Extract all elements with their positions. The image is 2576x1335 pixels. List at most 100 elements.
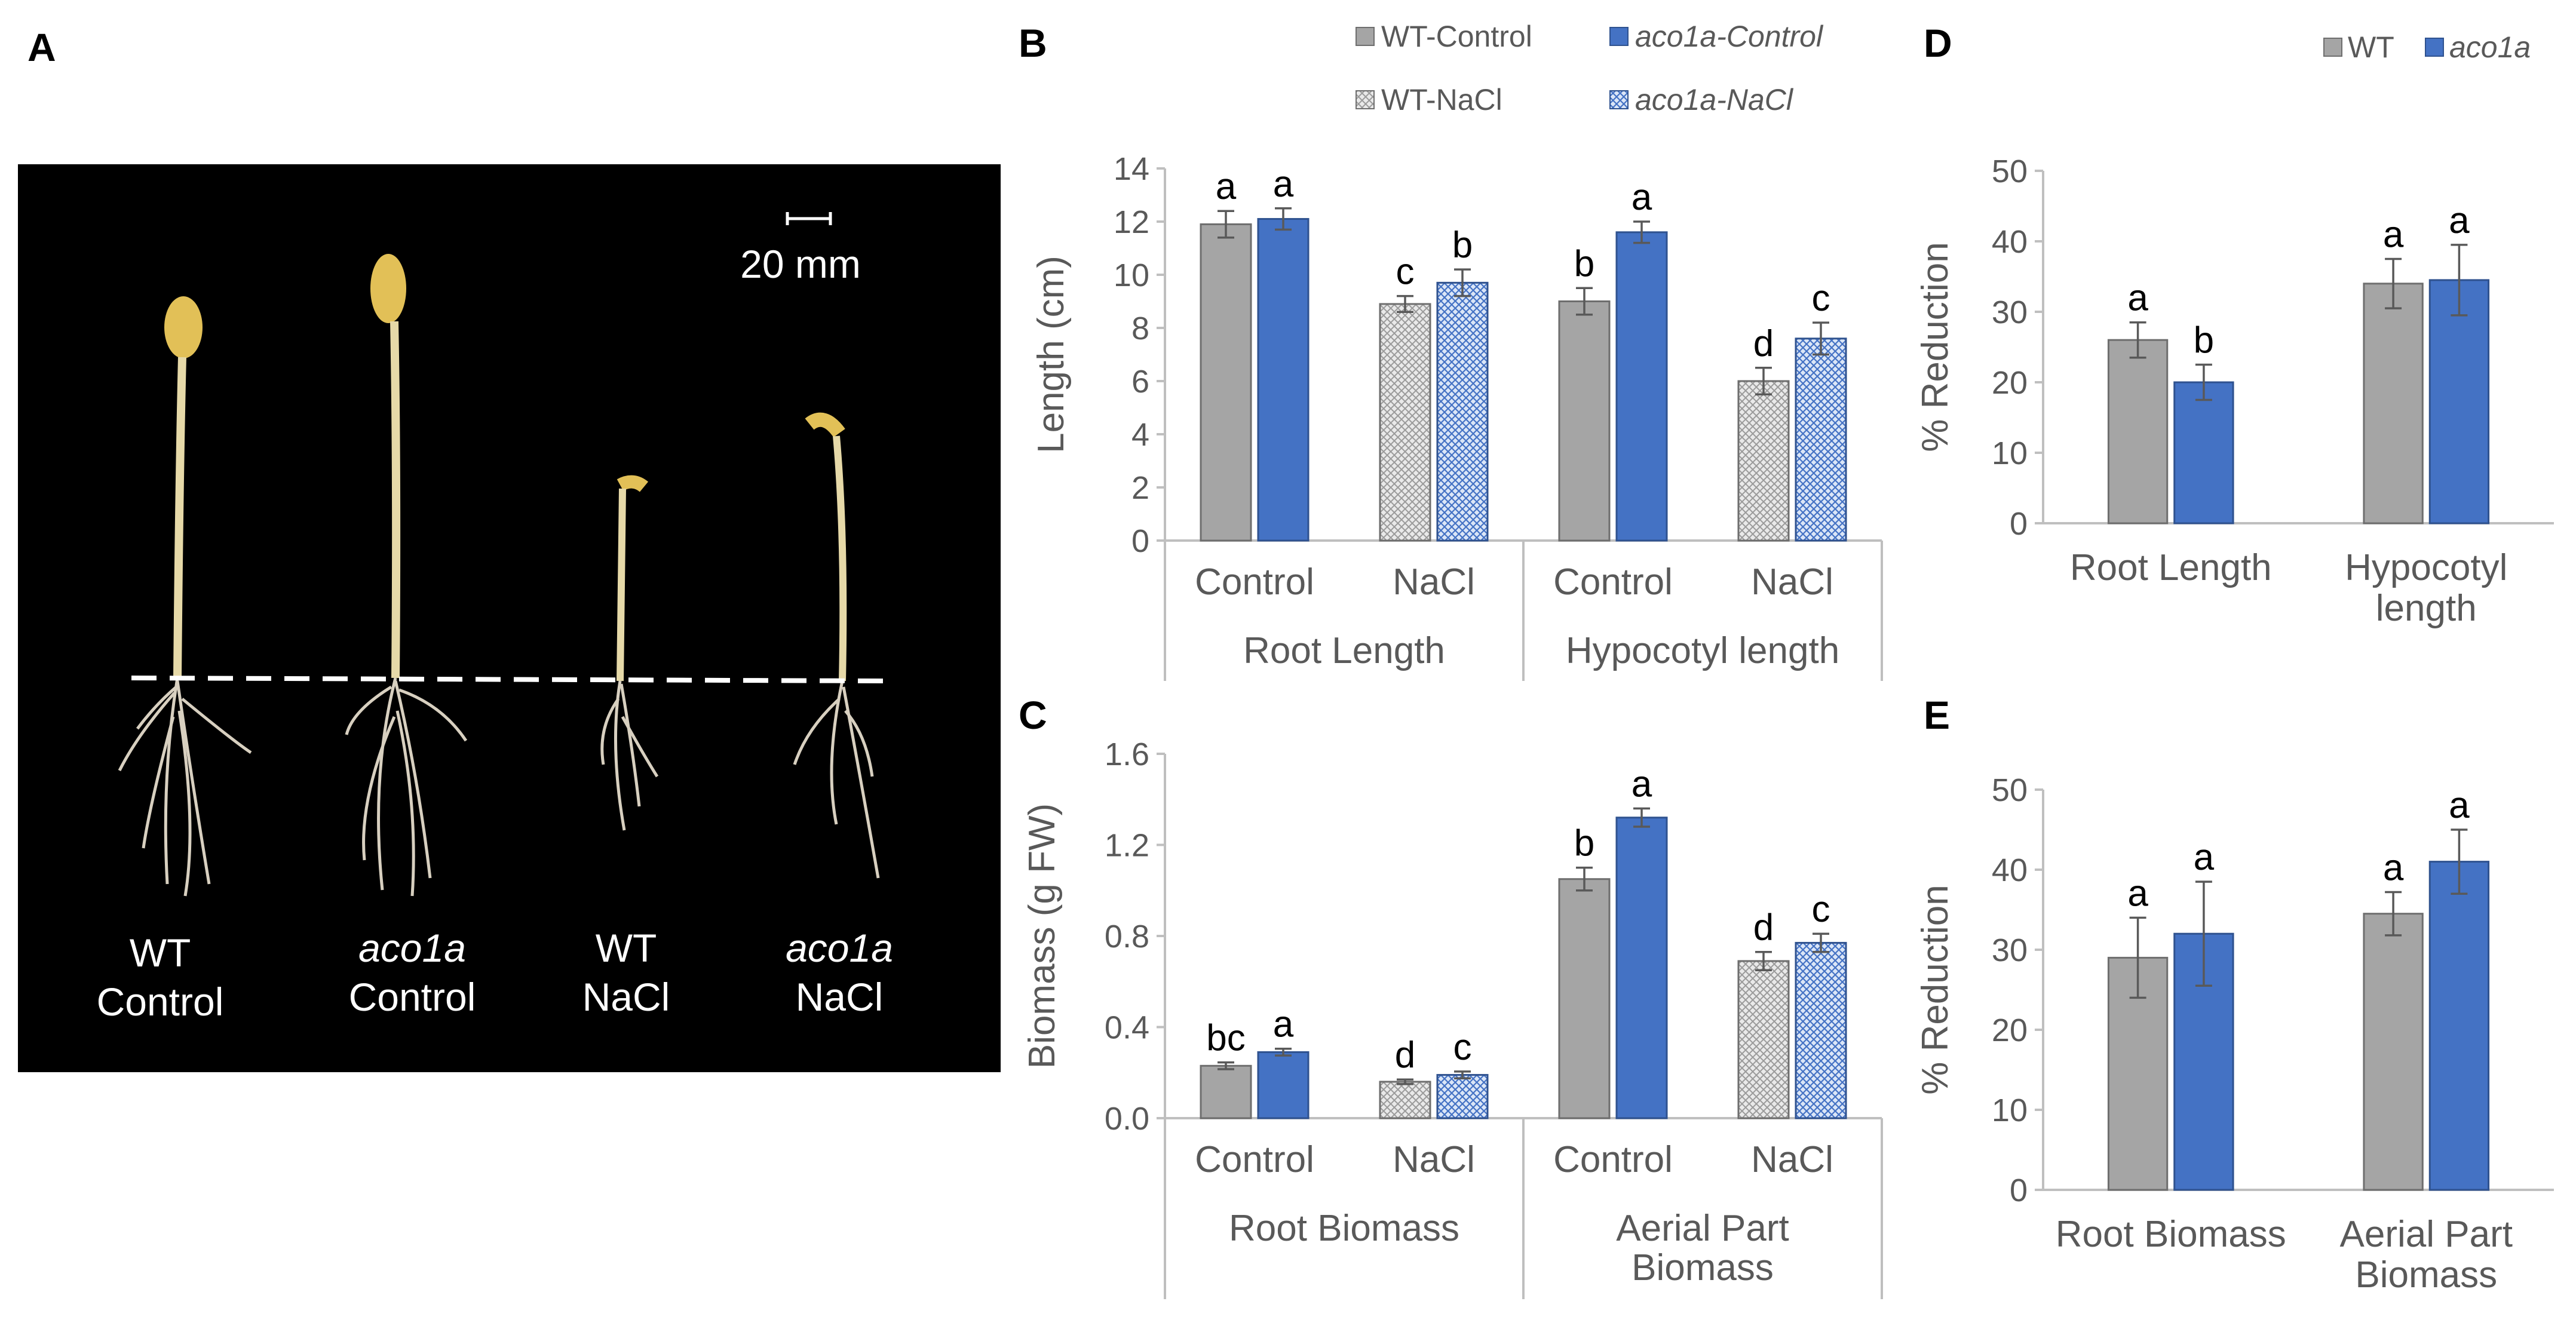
chart-c-y-tick-label: 0.4 — [1105, 1010, 1149, 1046]
legend-bc: WT-Control aco1a-Control WT-NaCl aco1a-N… — [1356, 20, 1824, 116]
panel-label-e: E — [1924, 693, 1950, 737]
chart-d-category-label: Hypocotyl — [2345, 547, 2507, 588]
chart-b-y-tick-label: 4 — [1131, 417, 1149, 453]
chart-d-significance-letter: a — [2127, 278, 2148, 319]
photo-label-1-line1: WT — [130, 931, 191, 975]
chart-c-group-label: Aerial Part — [1616, 1208, 1789, 1249]
scale-bar-label: 20 mm — [740, 242, 861, 286]
chart-b-bar — [1379, 303, 1431, 542]
chart-b-significance-letter: a — [1273, 164, 1294, 205]
chart-d-bar — [2107, 339, 2169, 524]
legend-swatch-wt-nacl — [1356, 90, 1375, 109]
chart-b-y-tick-label: 6 — [1131, 364, 1149, 400]
legend-swatch-wt — [2323, 38, 2342, 57]
chart-e-category-label: Aerial Part — [2340, 1214, 2513, 1255]
chart-d-y-axis-label: % Reduction — [1915, 242, 1956, 452]
chart-b-significance-letter: a — [1632, 177, 1652, 218]
chart-c-bar — [1558, 878, 1611, 1119]
legend-swatch-aco1a-nacl — [1609, 90, 1629, 109]
chart-b-condition-label: Control — [1553, 561, 1673, 603]
chart-c-y-tick-label: 1.6 — [1105, 736, 1149, 772]
scale-bar: 20 mm — [740, 212, 861, 286]
chart-c-bar — [1200, 1064, 1252, 1119]
chart-b-bar — [1200, 223, 1252, 542]
legend-label-aco1a-control: aco1a-Control — [1635, 20, 1824, 53]
panel-label-b: B — [1019, 21, 1047, 65]
chart-c-condition-label: NaCl — [1751, 1139, 1833, 1180]
legend-label-aco1a: aco1a — [2449, 30, 2531, 64]
chart-b-bar — [1436, 281, 1489, 542]
chart-c-bar — [1737, 960, 1790, 1119]
seedling-aco1a-nacl — [793, 412, 880, 879]
chart-d-bar — [2428, 279, 2490, 524]
chart-d-y-tick-label: 0 — [2010, 506, 2028, 542]
chart-d-length-reduction: 0 10 20 30 40 50 % Reduction a b Root Length a a Hyp… — [1915, 154, 2554, 629]
chart-b-y-tick-label: 14 — [1114, 151, 1149, 187]
chart-b-significance-letter: a — [1216, 166, 1237, 207]
chart-c-bar — [1436, 1074, 1489, 1119]
chart-c-y-tick-label: 0.0 — [1105, 1101, 1149, 1137]
legend-label-wt: WT — [2348, 30, 2394, 64]
chart-d-bar — [2173, 381, 2234, 524]
chart-b-group-label: Hypocotyl length — [1566, 630, 1839, 671]
chart-b-condition-label: Control — [1195, 561, 1314, 603]
chart-d-y-tick-label: 40 — [1992, 224, 2028, 260]
chart-b-bar — [1257, 218, 1310, 542]
chart-b-bar — [1615, 231, 1668, 542]
chart-e-y-tick-label: 10 — [1992, 1092, 2028, 1128]
chart-d-significance-letter: a — [2449, 200, 2470, 241]
chart-b-bar — [1795, 337, 1847, 542]
chart-e-biomass-reduction: 0 10 20 30 40 50 % Reduction a a Root Biomass a a Ae… — [1915, 772, 2554, 1296]
chart-b-significance-letter: b — [1574, 243, 1594, 284]
chart-b-significance-letter: d — [1753, 323, 1774, 364]
photo-label-2-line2: Control — [349, 975, 476, 1019]
chart-c-condition-label: NaCl — [1393, 1139, 1475, 1180]
chart-c-significance-letter: c — [1453, 1027, 1472, 1068]
chart-c-significance-letter: bc — [1206, 1018, 1245, 1059]
chart-d-y-tick-label: 20 — [1992, 365, 2028, 401]
chart-e-bar — [2428, 861, 2490, 1191]
legend-swatch-aco1a — [2425, 38, 2444, 57]
chart-d-significance-letter: a — [2383, 214, 2404, 256]
legend-de: WT aco1a — [2323, 30, 2531, 64]
panel-label-d: D — [1924, 21, 1952, 65]
chart-c-y-tick-label: 0.8 — [1105, 919, 1149, 955]
chart-e-significance-letter: a — [2449, 785, 2470, 826]
chart-c-group-label: Root Biomass — [1229, 1208, 1459, 1249]
chart-c-significance-letter: c — [1812, 889, 1830, 930]
chart-c-bar — [1379, 1081, 1431, 1119]
chart-d-significance-letter: b — [2194, 320, 2214, 361]
chart-c-bar — [1257, 1051, 1310, 1119]
chart-b-bar — [1558, 300, 1611, 542]
chart-e-significance-letter: a — [2383, 848, 2404, 889]
chart-b-condition-label: NaCl — [1393, 561, 1475, 603]
chart-e-significance-letter: a — [2127, 873, 2148, 914]
seedling-wt-nacl — [600, 475, 659, 831]
chart-b-y-tick-label: 8 — [1131, 311, 1149, 346]
chart-c-bar — [1615, 817, 1668, 1119]
chart-c-condition-label: Control — [1553, 1139, 1673, 1180]
legend-swatch-wt-control — [1356, 27, 1375, 46]
chart-d-y-tick-label: 50 — [1992, 154, 2028, 189]
chart-b-y-tick-label: 2 — [1131, 470, 1149, 506]
chart-e-y-tick-label: 30 — [1992, 932, 2028, 968]
chart-e-category-label: Root Biomass — [2056, 1214, 2286, 1255]
legend-label-wt-control: WT-Control — [1381, 20, 1532, 53]
photo-label-3-line2: NaCl — [582, 975, 670, 1019]
photo-label-1-line2: Control — [97, 980, 224, 1024]
chart-e-significance-letter: a — [2194, 837, 2215, 878]
chart-d-y-tick-label: 30 — [1992, 294, 2028, 330]
chart-c-y-tick-label: 1.2 — [1105, 828, 1149, 864]
chart-c-significance-letter: d — [1753, 907, 1774, 949]
dashed-reference-line — [131, 676, 885, 683]
chart-b-significance-letter: c — [1812, 278, 1830, 319]
chart-c-significance-letter: a — [1632, 764, 1652, 805]
chart-e-category-label: Biomass — [2355, 1254, 2497, 1296]
seedling-aco1a-control — [345, 254, 468, 897]
chart-e-y-tick-label: 0 — [2010, 1173, 2028, 1208]
chart-d-category-label: length — [2376, 588, 2477, 629]
panel-label-c: C — [1019, 693, 1047, 737]
chart-b-condition-label: NaCl — [1751, 561, 1833, 603]
chart-b-y-axis-label: Length (cm) — [1031, 256, 1072, 453]
chart-e-y-axis-label: % Reduction — [1915, 885, 1956, 1095]
